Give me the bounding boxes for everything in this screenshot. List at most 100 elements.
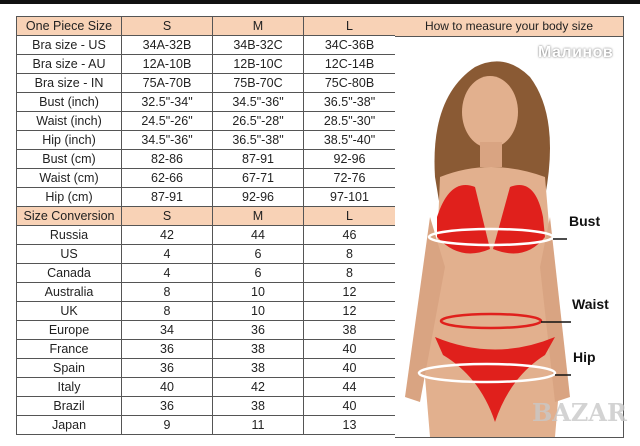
row-label-cell: Australia — [16, 282, 122, 302]
row-label-cell: Size Conversion — [16, 206, 122, 226]
value-cell: 87-91 — [121, 187, 213, 207]
size-chart-table: One Piece Size S M L Bra size - US 34A-32B 34B… — [16, 16, 396, 435]
value-cell: 10 — [212, 301, 304, 321]
value-cell: 38 — [303, 320, 396, 340]
value-cell: 12 — [303, 301, 396, 321]
value-cell: 8 — [121, 282, 213, 302]
value-cell: L — [303, 16, 396, 36]
value-cell: 8 — [121, 301, 213, 321]
table-row: Europe 34 36 38 — [16, 320, 396, 340]
value-cell: 40 — [303, 339, 396, 359]
row-label-cell: Bust (cm) — [16, 149, 122, 169]
value-cell: 92-96 — [303, 149, 396, 169]
value-cell: 8 — [303, 244, 396, 264]
value-cell: 97-101 — [303, 187, 396, 207]
value-cell: 13 — [303, 415, 396, 435]
row-label-cell: Spain — [16, 358, 122, 378]
value-cell: 8 — [303, 263, 396, 283]
value-cell: 38 — [212, 358, 304, 378]
value-cell: 75C-80B — [303, 73, 396, 93]
value-cell: 42 — [121, 225, 213, 245]
value-cell: 46 — [303, 225, 396, 245]
table-row: Bra size - AU 12A-10B 12B-10C 12C-14B — [16, 54, 396, 74]
row-label-cell: Europe — [16, 320, 122, 340]
value-cell: 44 — [303, 377, 396, 397]
row-label-cell: Bra size - IN — [16, 73, 122, 93]
bust-label: Bust — [569, 213, 601, 229]
row-label-cell: One Piece Size — [16, 16, 122, 36]
value-cell: 6 — [212, 263, 304, 283]
row-label-cell: Italy — [16, 377, 122, 397]
table-row: Bust (cm) 82-86 87-91 92-96 — [16, 149, 396, 169]
value-cell: 9 — [121, 415, 213, 435]
value-cell: 72-76 — [303, 168, 396, 188]
value-cell: 62-66 — [121, 168, 213, 188]
table-row: Canada 4 6 8 — [16, 263, 396, 283]
value-cell: M — [212, 206, 304, 226]
value-cell: 42 — [212, 377, 304, 397]
value-cell: 34B-32C — [212, 35, 304, 55]
value-cell: L — [303, 206, 396, 226]
value-cell: 34 — [121, 320, 213, 340]
value-cell: 32.5"-34" — [121, 92, 213, 112]
row-label-cell: Hip (inch) — [16, 130, 122, 150]
value-cell: 82-86 — [121, 149, 213, 169]
table-row: Waist (inch) 24.5"-26" 26.5"-28" 28.5"-30" — [16, 111, 396, 131]
row-label-cell: France — [16, 339, 122, 359]
value-cell: 36.5"-38" — [303, 92, 396, 112]
table-row: Bra size - US 34A-32B 34B-32C 34C-36B — [16, 35, 396, 55]
table-header-row: One Piece Size S M L — [16, 16, 396, 36]
row-label-cell: Russia — [16, 225, 122, 245]
table-row: Italy 40 42 44 — [16, 377, 396, 397]
measure-panel-title: How to measure your body size — [395, 17, 623, 37]
value-cell: S — [121, 206, 213, 226]
table-row: France 36 38 40 — [16, 339, 396, 359]
row-label-cell: Canada — [16, 263, 122, 283]
table-row: Brazil 36 38 40 — [16, 396, 396, 416]
value-cell: 36 — [212, 320, 304, 340]
value-cell: 12B-10C — [212, 54, 304, 74]
value-cell: 36.5"-38" — [212, 130, 304, 150]
row-label-cell: Waist (inch) — [16, 111, 122, 131]
hip-label: Hip — [573, 349, 596, 365]
row-label-cell: Brazil — [16, 396, 122, 416]
value-cell: 10 — [212, 282, 304, 302]
value-cell: 12C-14B — [303, 54, 396, 74]
row-label-cell: Hip (cm) — [16, 187, 122, 207]
value-cell: 34.5"-36" — [212, 92, 304, 112]
value-cell: 38.5"-40" — [303, 130, 396, 150]
table-row: Russia 42 44 46 — [16, 225, 396, 245]
value-cell: 12 — [303, 282, 396, 302]
table-row: Spain 36 38 40 — [16, 358, 396, 378]
value-cell: 34A-32B — [121, 35, 213, 55]
table-row: Hip (cm) 87-91 92-96 97-101 — [16, 187, 396, 207]
value-cell: 44 — [212, 225, 304, 245]
value-cell: 28.5"-30" — [303, 111, 396, 131]
table-row: UK 8 10 12 — [16, 301, 396, 321]
table-row: Hip (inch) 34.5"-36" 36.5"-38" 38.5"-40" — [16, 130, 396, 150]
value-cell: 24.5"-26" — [121, 111, 213, 131]
top-bar — [0, 0, 640, 4]
watermark-bazar-logo: BAZAR — [532, 398, 627, 427]
value-cell: 4 — [121, 244, 213, 264]
table-row: US 4 6 8 — [16, 244, 396, 264]
value-cell: 75A-70B — [121, 73, 213, 93]
value-cell: 40 — [303, 396, 396, 416]
value-cell: S — [121, 16, 213, 36]
value-cell: 36 — [121, 339, 213, 359]
value-cell: 38 — [212, 339, 304, 359]
table-row: Bra size - IN 75A-70B 75B-70C 75C-80B — [16, 73, 396, 93]
row-label-cell: Bust (inch) — [16, 92, 122, 112]
value-cell: 36 — [121, 358, 213, 378]
row-label-cell: Bra size - AU — [16, 54, 122, 74]
row-label-cell: US — [16, 244, 122, 264]
table-row: Bust (inch) 32.5"-34" 34.5"-36" 36.5"-38" — [16, 92, 396, 112]
value-cell: 12A-10B — [121, 54, 213, 74]
value-cell: 36 — [121, 396, 213, 416]
value-cell: M — [212, 16, 304, 36]
value-cell: 26.5"-28" — [212, 111, 304, 131]
waist-label: Waist — [572, 296, 609, 312]
row-label-cell: Bra size - US — [16, 35, 122, 55]
measure-panel: How to measure your body size Bust Waist… — [395, 16, 624, 438]
value-cell: 67-71 — [212, 168, 304, 188]
